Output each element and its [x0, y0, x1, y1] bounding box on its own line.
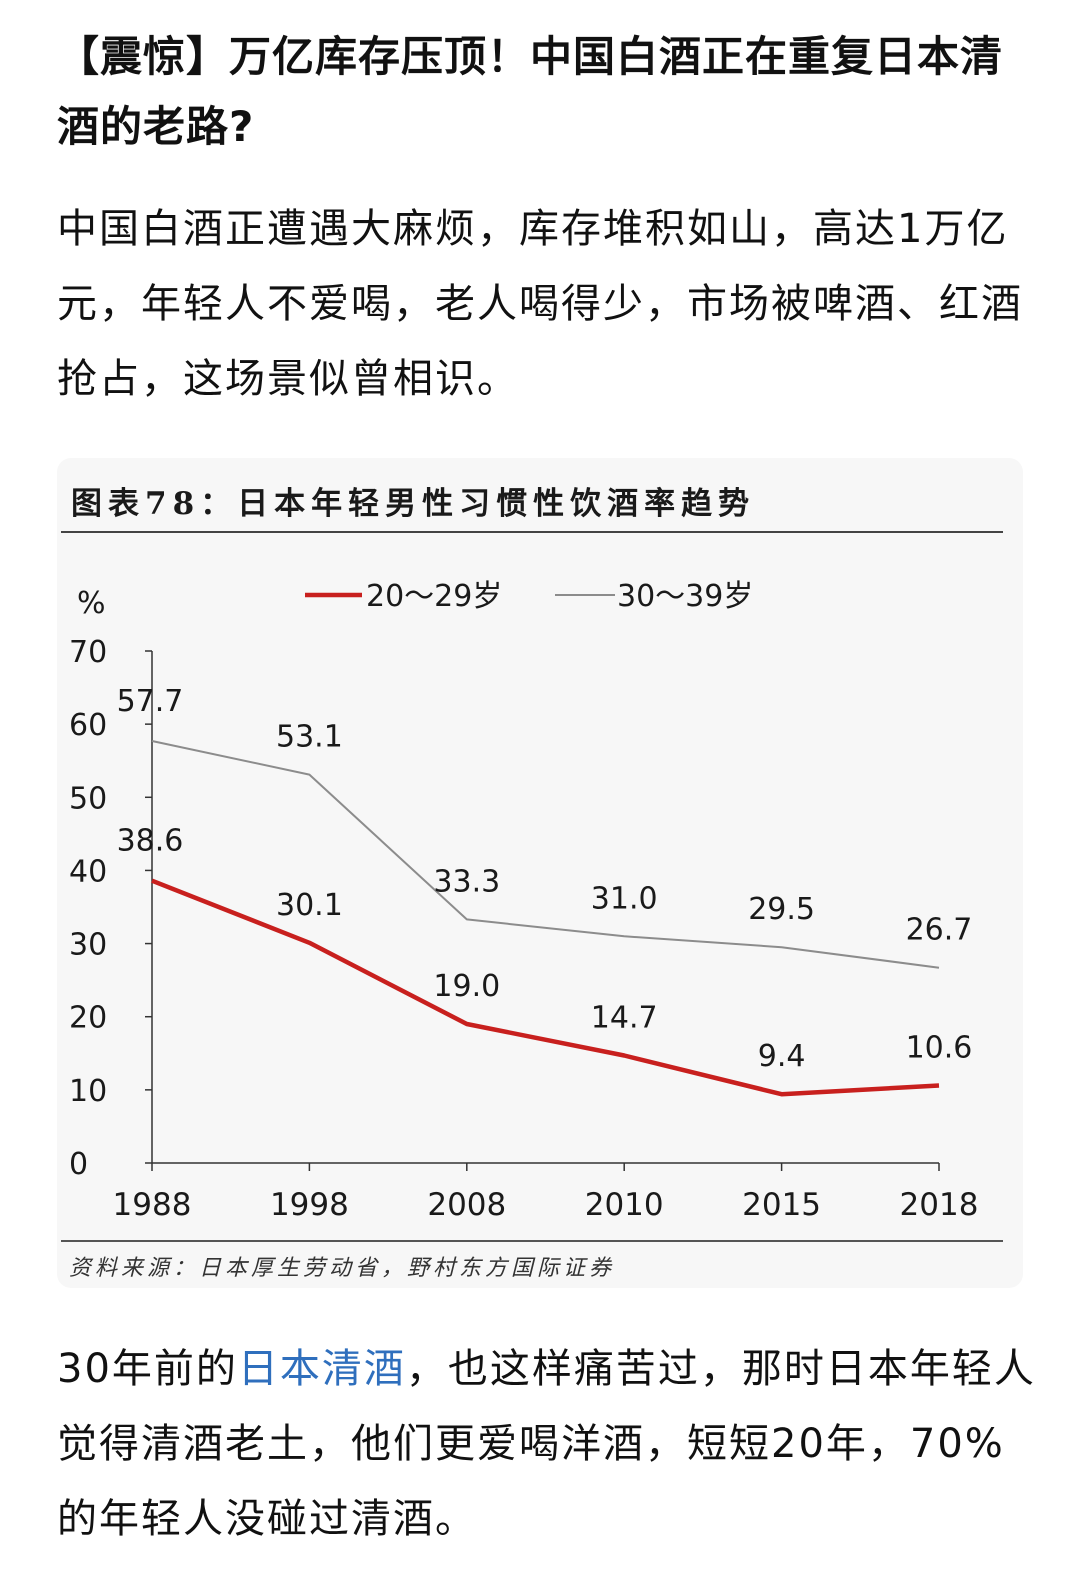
- japanese-sake-link[interactable]: 日本清酒: [237, 1346, 406, 1392]
- y-tick-label: 30: [69, 928, 107, 963]
- y-tick-label: 70: [69, 635, 107, 670]
- x-tick-label: 2008: [427, 1187, 506, 1223]
- data-label: 30.1: [276, 888, 343, 923]
- data-label: 19.0: [433, 969, 500, 1004]
- data-label: 9.4: [758, 1039, 806, 1074]
- y-tick-label: 40: [69, 854, 107, 889]
- data-label: 38.6: [117, 824, 184, 859]
- body-paragraph: 30年前的日本清酒，也这样痛苦过，那时日本年轻人觉得清酒老土，他们更爱喝洋酒，短…: [57, 1332, 1037, 1557]
- article-title: 【震惊】万亿库存压顶！中国白酒正在重复日本清酒的老路?: [57, 32, 1004, 151]
- series-line: [151, 740, 940, 969]
- data-label: 29.5: [748, 892, 815, 927]
- data-label: 14.7: [591, 1000, 658, 1035]
- y-tick-label: 20: [69, 1001, 107, 1036]
- caption-divider: [61, 531, 1003, 533]
- data-label: 31.0: [591, 881, 658, 916]
- body-prefix: 30年前的: [57, 1346, 238, 1392]
- x-tick-label: 1988: [113, 1187, 192, 1223]
- figure-source: 资料来源：日本厚生劳动省，野村东方国际证券: [69, 1256, 616, 1281]
- y-tick-label: 0: [69, 1147, 88, 1182]
- x-tick-label: 2015: [742, 1187, 821, 1223]
- y-axis-unit-label: %: [77, 586, 106, 621]
- y-tick-label: 10: [69, 1074, 107, 1109]
- legend-label: 30～39岁: [617, 579, 753, 614]
- data-label: 53.1: [276, 720, 343, 755]
- drinking-rate-line-chart: 0 10 20 30 40 50 60 70% 1988 1998 2008 2010 2015 2018…: [69, 579, 979, 1223]
- y-tick-label: 50: [69, 781, 107, 816]
- body-suffix: ，也这样痛苦过，那时日本年轻人觉得清酒老土，他们更爱喝洋酒，短短20年，70%的…: [57, 1346, 1036, 1542]
- chart-figure: 图表78：日本年轻男性习惯性饮酒率趋势 0 10 20 30 40 50 60 70% 1988…: [57, 458, 1023, 1288]
- data-label: 26.7: [906, 913, 973, 948]
- figure-caption: 图表78：日本年轻男性习惯性饮酒率趋势: [71, 486, 756, 522]
- intro-paragraph: 中国白酒正遭遇大麻烦，库存堆积如山，高达1万亿元，年轻人不爱喝，老人喝得少，市场…: [57, 206, 1023, 402]
- series-line: [151, 878, 940, 1097]
- data-label: 10.6: [906, 1030, 973, 1065]
- source-divider: [61, 1240, 1003, 1242]
- x-tick-label: 2010: [585, 1187, 664, 1223]
- data-label: 33.3: [433, 864, 500, 899]
- x-tick-label: 2018: [900, 1187, 979, 1223]
- x-tick-label: 1998: [270, 1187, 349, 1223]
- y-tick-label: 60: [69, 708, 107, 743]
- legend-label: 20～29岁: [366, 579, 502, 614]
- data-label: 57.7: [117, 684, 184, 719]
